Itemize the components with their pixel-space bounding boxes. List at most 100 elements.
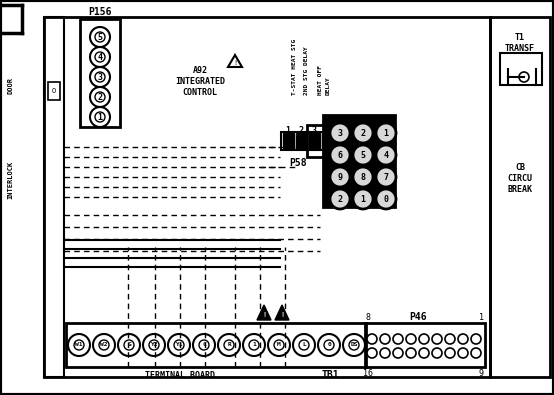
Text: !: ! (280, 312, 284, 318)
Circle shape (376, 189, 396, 209)
Circle shape (95, 32, 105, 42)
Circle shape (90, 27, 110, 47)
Text: !: ! (262, 312, 266, 318)
Polygon shape (257, 305, 271, 320)
Circle shape (471, 334, 481, 344)
Text: BREAK: BREAK (507, 184, 532, 194)
Text: CONTROL: CONTROL (182, 88, 218, 96)
Circle shape (419, 348, 429, 358)
Text: 0: 0 (383, 194, 388, 203)
Bar (365, 323, 485, 367)
Circle shape (445, 334, 455, 344)
Text: 8: 8 (361, 173, 366, 181)
Text: DELAY: DELAY (326, 76, 331, 95)
Circle shape (318, 334, 340, 356)
Circle shape (393, 348, 403, 358)
Circle shape (68, 334, 90, 356)
Circle shape (299, 340, 309, 350)
Circle shape (353, 167, 373, 187)
Circle shape (330, 123, 350, 143)
Text: TERMINAL BOARD: TERMINAL BOARD (145, 371, 215, 380)
Polygon shape (275, 305, 289, 320)
Text: P58: P58 (289, 158, 307, 168)
Circle shape (445, 348, 455, 358)
Circle shape (367, 348, 377, 358)
Circle shape (380, 348, 390, 358)
Bar (309, 133, 320, 149)
Text: 16: 16 (363, 369, 373, 378)
Circle shape (90, 107, 110, 127)
Circle shape (95, 112, 105, 122)
Text: 1: 1 (98, 113, 102, 122)
Text: T1: T1 (515, 32, 525, 41)
Circle shape (432, 348, 442, 358)
Text: 9: 9 (479, 369, 484, 378)
Bar (323, 115, 395, 207)
Text: 3: 3 (311, 126, 316, 135)
Bar (80, 19, 120, 127)
Circle shape (343, 334, 365, 356)
Text: 2: 2 (361, 128, 366, 137)
Text: L: L (302, 342, 306, 348)
Bar (44, 17, 490, 377)
Circle shape (393, 334, 403, 344)
Bar (490, 17, 550, 377)
Circle shape (376, 145, 396, 165)
Circle shape (193, 334, 215, 356)
Text: HEAT OFF: HEAT OFF (318, 65, 323, 95)
Text: DOOR: DOOR (7, 77, 13, 94)
Text: R: R (227, 342, 231, 348)
Circle shape (353, 123, 373, 143)
Circle shape (380, 334, 390, 344)
Circle shape (99, 340, 109, 350)
Text: CB: CB (515, 162, 525, 171)
Text: 4: 4 (98, 53, 102, 62)
Circle shape (95, 92, 105, 102)
Text: T-STAT HEAT STG: T-STAT HEAT STG (292, 39, 297, 95)
Circle shape (95, 72, 105, 82)
Circle shape (471, 348, 481, 358)
Text: 1: 1 (285, 126, 290, 135)
Bar (307, 125, 337, 157)
Circle shape (174, 340, 184, 350)
Text: 8: 8 (366, 312, 371, 322)
Text: A92: A92 (192, 66, 208, 75)
Circle shape (90, 47, 110, 67)
Text: 2: 2 (98, 92, 102, 102)
Bar (283, 133, 294, 149)
Text: Y1: Y1 (175, 342, 183, 348)
Circle shape (376, 167, 396, 187)
Text: 3: 3 (337, 128, 342, 137)
Text: 1: 1 (479, 312, 484, 322)
Circle shape (349, 340, 359, 350)
Text: 0: 0 (327, 342, 331, 348)
Text: O: O (52, 88, 56, 94)
Circle shape (168, 334, 190, 356)
Bar (296, 133, 307, 149)
Text: P46: P46 (409, 312, 427, 322)
Text: W2: W2 (100, 342, 107, 348)
Circle shape (124, 340, 134, 350)
Bar (322, 133, 333, 149)
Text: 5: 5 (98, 32, 102, 41)
Circle shape (118, 334, 140, 356)
Circle shape (432, 334, 442, 344)
Circle shape (93, 334, 115, 356)
Text: Y2: Y2 (150, 342, 158, 348)
Text: M: M (277, 342, 281, 348)
Circle shape (243, 334, 265, 356)
Text: INTEGRATED: INTEGRATED (175, 77, 225, 85)
Circle shape (324, 340, 334, 350)
Text: 4: 4 (383, 150, 388, 160)
Circle shape (74, 340, 84, 350)
Circle shape (268, 334, 290, 356)
Circle shape (143, 334, 165, 356)
Circle shape (224, 340, 234, 350)
Circle shape (218, 334, 240, 356)
Circle shape (90, 87, 110, 107)
Text: !: ! (233, 60, 237, 66)
Circle shape (199, 340, 209, 350)
Text: 3: 3 (98, 73, 102, 81)
Text: CIRCU: CIRCU (507, 173, 532, 182)
Circle shape (353, 145, 373, 165)
